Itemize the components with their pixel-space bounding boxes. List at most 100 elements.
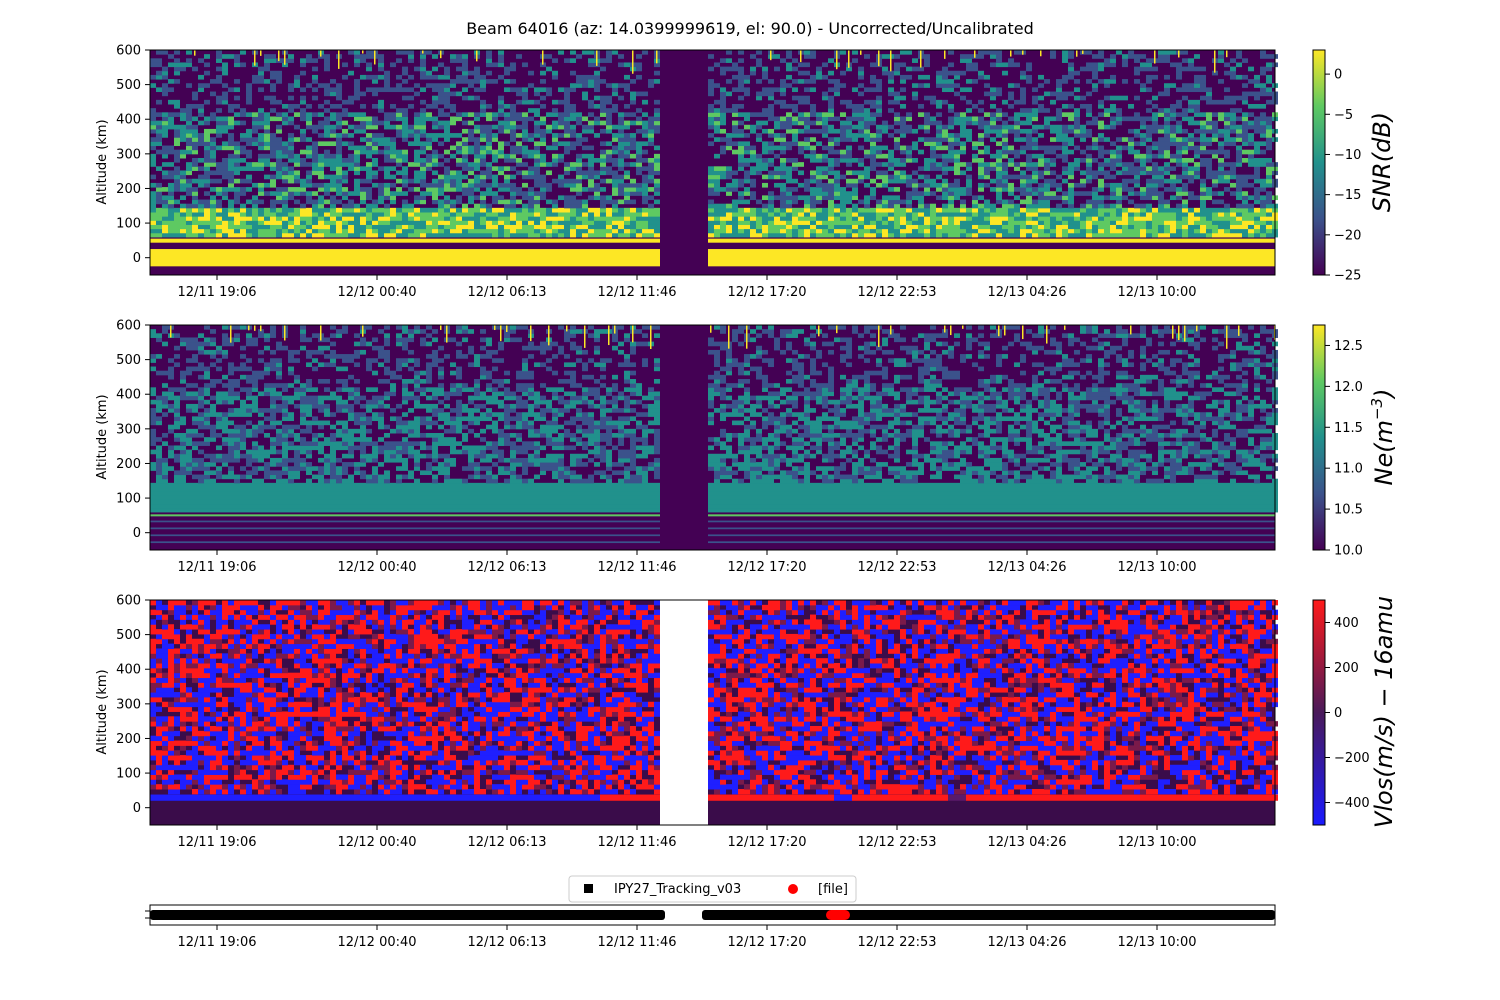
heatmap-cell (270, 229, 276, 234)
heatmap-cell (786, 187, 792, 192)
heatmap-cell (906, 195, 912, 200)
heatmap-cell (186, 146, 192, 151)
heatmap-cell (750, 191, 756, 196)
heatmap-cell (378, 58, 384, 63)
heatmap-cell (864, 154, 870, 159)
heatmap-cell (462, 79, 468, 84)
heatmap-cell (504, 71, 510, 76)
heatmap-cell (1140, 87, 1146, 92)
heatmap-cell (1062, 154, 1068, 159)
heatmap-cell (1158, 137, 1164, 142)
heatmap-cell (804, 71, 810, 76)
heatmap-cell (534, 220, 540, 225)
heatmap-cell (1128, 191, 1134, 196)
heatmap-cell (522, 92, 528, 97)
heatmap-cell (894, 233, 900, 238)
heatmap-cell (486, 50, 492, 55)
heatmap-cell (708, 83, 714, 88)
heatmap-cell (792, 187, 798, 192)
heatmap-cell (1092, 54, 1098, 59)
heatmap-cell (162, 175, 168, 180)
heatmap-cell (342, 158, 348, 163)
heatmap-cell (228, 200, 234, 205)
heatmap-cell (840, 137, 846, 142)
heatmap-cell (810, 200, 816, 205)
heatmap-cell (384, 224, 390, 229)
heatmap-cell (1026, 216, 1032, 221)
heatmap-cell (426, 166, 432, 171)
heatmap-cell (264, 121, 270, 126)
heatmap-cell (498, 121, 504, 126)
heatmap-cell (330, 158, 336, 163)
heatmap-cell (1266, 224, 1272, 229)
heatmap-cell (324, 133, 330, 138)
heatmap-cell (984, 212, 990, 217)
heatmap-cell (840, 220, 846, 225)
heatmap-cell (198, 141, 204, 146)
heatmap-cell (1194, 100, 1200, 105)
heatmap-cell (246, 175, 252, 180)
heatmap-cell (846, 170, 852, 175)
heatmap-cell (354, 79, 360, 84)
heatmap-cell (300, 100, 306, 105)
heatmap-cell (1164, 212, 1170, 217)
heatmap-cell (1158, 200, 1164, 205)
heatmap-cell (1254, 170, 1260, 175)
heatmap-cell (318, 208, 324, 213)
heatmap-cell (804, 233, 810, 238)
heatmap-cell (486, 137, 492, 142)
heatmap-cell (1026, 212, 1032, 217)
heatmap-cell (186, 125, 192, 130)
heatmap-cell (738, 83, 744, 88)
heatmap-cell (222, 170, 228, 175)
heatmap-cell (1146, 125, 1152, 130)
heatmap-cell (1002, 129, 1008, 134)
heatmap-cell (642, 158, 648, 163)
panel-snr: 0100200300400500600 12/11 19:06 12/12 00:… (95, 44, 1396, 301)
heatmap-cell (930, 183, 936, 188)
heatmap-cell (552, 162, 558, 167)
heatmap-cell (1134, 233, 1140, 238)
heatmap-cell (1050, 125, 1056, 130)
heatmap-cell (1074, 158, 1080, 163)
heatmap-cell (492, 62, 498, 67)
heatmap-cell (990, 208, 996, 213)
heatmap-cell (486, 71, 492, 76)
heatmap-cell (1152, 162, 1158, 167)
heatmap-cell (648, 216, 654, 221)
heatmap-cell (1062, 212, 1068, 217)
heatmap-cell (564, 233, 570, 238)
heatmap-cell (186, 191, 192, 196)
heatmap-cell (738, 162, 744, 167)
heatmap-cell (1188, 233, 1194, 238)
heatmap-cell (444, 112, 450, 117)
heatmap-cell (654, 170, 660, 175)
heatmap-cell (546, 208, 552, 213)
heatmap-cell (1206, 158, 1212, 163)
heatmap-cell (816, 158, 822, 163)
heatmap-cell (786, 191, 792, 196)
heatmap-cell (1194, 104, 1200, 109)
heatmap-cell (822, 166, 828, 171)
heatmap-cell (828, 146, 834, 151)
heatmap-cell (1170, 154, 1176, 159)
heatmap-cell (180, 233, 186, 238)
heatmap-cell (1050, 116, 1056, 121)
heatmap-cell (384, 220, 390, 225)
heatmap-cell (354, 229, 360, 234)
heatmap-cell (594, 96, 600, 101)
heatmap-cell (1098, 233, 1104, 238)
heatmap-cell (156, 150, 162, 155)
heatmap-cell (246, 200, 252, 205)
heatmap-cell (768, 162, 774, 167)
heatmap-cell (306, 116, 312, 121)
heatmap-cell (384, 183, 390, 188)
heatmap-cell (1200, 200, 1206, 205)
heatmap-cell (1128, 212, 1134, 217)
heatmap-cell (408, 233, 414, 238)
heatmap-cell (954, 71, 960, 76)
heatmap-cell (198, 166, 204, 171)
heatmap-cell (492, 212, 498, 217)
heatmap-cell (414, 220, 420, 225)
heatmap-cell (1158, 195, 1164, 200)
